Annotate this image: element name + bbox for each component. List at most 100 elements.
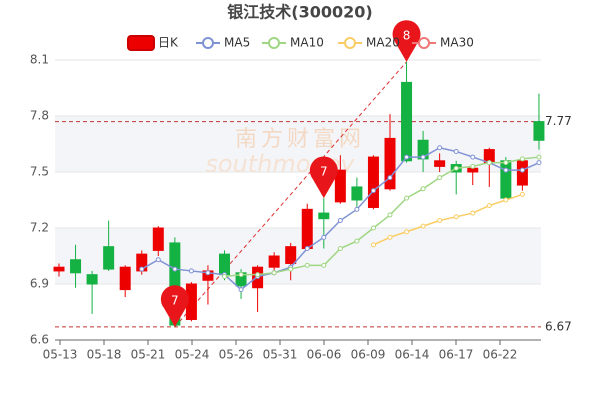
ma-point [370, 225, 376, 231]
ma-point [354, 238, 360, 244]
x-tick-label: 06-14 [395, 348, 430, 362]
pin-label: 8 [403, 28, 411, 42]
x-tick-label: 05-26 [219, 348, 254, 362]
ma-point [404, 229, 410, 235]
legend-swatch [344, 37, 356, 49]
ma-point [337, 218, 343, 224]
ma-point [437, 175, 443, 181]
candle-body [516, 160, 528, 186]
candle-body [219, 253, 230, 276]
pin [309, 156, 338, 199]
candle-body [70, 259, 82, 274]
ma-point [238, 272, 244, 278]
legend-label: MA10 [290, 36, 324, 50]
legend-label: MA5 [224, 36, 250, 50]
ma-point [453, 165, 459, 171]
ma-point [536, 160, 542, 166]
pin-label: 7 [171, 293, 179, 307]
ma-point [437, 145, 443, 151]
x-tick-label: 05-24 [175, 348, 210, 362]
ma-point [238, 287, 244, 293]
chart-title: 银江技术(300020) [227, 3, 372, 22]
ma-point [503, 160, 509, 166]
ma-point [139, 266, 145, 272]
candle-body [533, 121, 545, 141]
ma-point [288, 266, 294, 272]
ma-point [404, 195, 410, 201]
legend-label: MA30 [440, 36, 474, 50]
band [55, 116, 541, 172]
ma-point [470, 163, 476, 169]
candle-body [318, 212, 330, 220]
ma-point [453, 214, 459, 220]
ma-line [373, 193, 523, 246]
ma-point [519, 156, 525, 162]
x-tick-label: 06-22 [483, 348, 518, 362]
candle-body [86, 274, 98, 285]
legend-swatch [127, 35, 155, 51]
x-tick-label: 05-18 [87, 348, 122, 362]
ma-point [503, 167, 509, 173]
x-tick-label: 06-17 [439, 348, 474, 362]
candle-body [384, 137, 396, 190]
legend-swatch [202, 37, 214, 49]
ma-point [222, 274, 227, 280]
candle-body [401, 81, 413, 162]
ma-point [486, 203, 492, 209]
candle-body [334, 169, 346, 203]
y-tick-label: 7.5 [30, 165, 49, 179]
ma-point [387, 175, 393, 181]
candle-body [103, 246, 115, 270]
ma-point [519, 191, 525, 197]
y-tick-label: 6.9 [30, 277, 49, 291]
ma-point [470, 154, 476, 160]
ma-point [370, 242, 376, 248]
ma-point [304, 262, 310, 268]
y-tick-label: 6.6 [30, 333, 49, 347]
ma-point [172, 266, 178, 272]
x-tick-label: 05-21 [131, 348, 166, 362]
candle-body [285, 246, 297, 264]
ma-point [255, 272, 261, 278]
y-tick-label: 8.1 [30, 53, 49, 67]
pin [160, 285, 189, 327]
ma-point [337, 246, 343, 252]
ma-point [420, 223, 426, 229]
band [55, 228, 541, 284]
candle-body [351, 186, 363, 201]
pin-label: 7 [320, 165, 328, 179]
x-tick-label: 06-06 [307, 348, 342, 362]
ref-label: 7.77 [545, 114, 572, 128]
candle-body [268, 255, 280, 268]
legend-label: MA20 [366, 36, 400, 50]
watermark: 南方财富网 [235, 127, 365, 152]
candle-body [434, 160, 446, 167]
trend-line [174, 61, 407, 328]
candle-body [500, 160, 512, 199]
candle-body [119, 266, 131, 291]
candle-body [152, 227, 164, 251]
ma-point [470, 210, 476, 216]
legend-swatch [418, 37, 430, 49]
ma-point [370, 188, 376, 194]
candle-body [367, 156, 379, 208]
x-tick-label: 06-09 [351, 348, 386, 362]
ma-point [321, 262, 327, 268]
y-tick-label: 7.2 [30, 221, 49, 235]
ma-point [503, 197, 509, 203]
ma-point [321, 234, 327, 240]
ma-point [304, 246, 310, 252]
ma-point [188, 268, 194, 274]
ma-point [271, 270, 277, 276]
ma-point [404, 154, 410, 160]
ma-point [420, 154, 426, 160]
ma-point [205, 270, 211, 276]
pin [392, 20, 421, 62]
x-tick-label: 05-13 [43, 348, 78, 362]
y-tick-label: 7.8 [30, 109, 49, 123]
ma-point [354, 206, 360, 212]
ma-point [519, 167, 525, 173]
x-tick-label: 05-31 [263, 348, 298, 362]
candle-body [301, 208, 313, 250]
